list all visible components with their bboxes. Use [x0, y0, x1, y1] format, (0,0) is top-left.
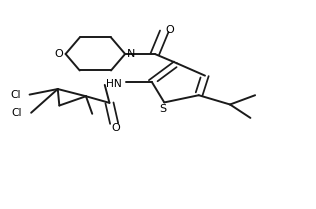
- Text: O: O: [111, 123, 120, 133]
- Text: Cl: Cl: [12, 108, 22, 118]
- Text: S: S: [159, 104, 166, 114]
- Text: HN: HN: [106, 79, 122, 89]
- Text: Cl: Cl: [10, 90, 21, 100]
- Text: O: O: [166, 25, 174, 35]
- Text: O: O: [54, 49, 63, 59]
- Text: N: N: [127, 49, 136, 59]
